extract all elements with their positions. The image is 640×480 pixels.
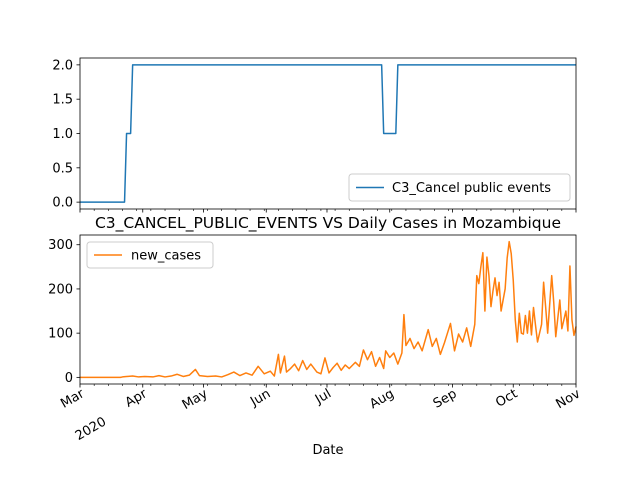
y-tick-label: 1.5 (52, 93, 73, 108)
y-tick-label: 2.0 (52, 58, 73, 73)
x-tick-sublabel: 2020 (73, 414, 109, 444)
top-legend-box (348, 173, 571, 202)
y-tick-label: 100 (48, 327, 73, 342)
top-legend-label: C3_Cancel public events (392, 181, 551, 196)
bottom-series-group (80, 240, 577, 379)
y-tick-label: 200 (48, 282, 73, 297)
bottom-subplot: C3_CANCEL_PUBLIC_EVENTS VS Daily Cases i… (48, 214, 583, 458)
x-tick-label: Nov (554, 386, 584, 412)
x-tick-label: May (180, 386, 211, 413)
x-axis-label: Date (312, 443, 343, 458)
top-subplot: 0.0 0.5 1.0 1.5 2.0 C3_Cancel public events (52, 57, 577, 213)
series-line-new-cases (80, 240, 577, 379)
x-tick-label: Jun (247, 386, 273, 410)
y-tick-label: 0.0 (52, 196, 73, 211)
x-tick-label: Aug (367, 386, 396, 412)
bottom-axes-frame (79, 234, 577, 385)
chart-title: C3_CANCEL_PUBLIC_EVENTS VS Daily Cases i… (95, 214, 561, 233)
y-tick-label: 0.5 (52, 161, 73, 176)
top-axes-frame (79, 57, 577, 210)
top-legend: C3_Cancel public events (348, 173, 571, 202)
bottom-legend-box (86, 241, 214, 269)
x-tick-label: Apr (123, 386, 151, 411)
y-tick-label: 300 (48, 238, 73, 253)
series-line-c3-cancel-public-events (80, 64, 576, 203)
x-tick-label: Oct (493, 386, 520, 410)
x-tick-label: Mar (58, 386, 87, 412)
bottom-y-axis: 0 100 200 300 (48, 238, 80, 386)
top-y-axis: 0.0 0.5 1.0 1.5 2.0 (52, 58, 80, 211)
x-tick-label: Sep (431, 386, 460, 411)
x-tick-label: Jul (312, 386, 334, 407)
bottom-legend: new_cases (86, 241, 214, 269)
y-tick-label: 0 (65, 371, 73, 386)
top-series-group (80, 64, 576, 203)
y-tick-label: 1.0 (52, 127, 73, 142)
bottom-legend-label: new_cases (131, 249, 201, 264)
top-x-axis-ticks (79, 209, 577, 213)
